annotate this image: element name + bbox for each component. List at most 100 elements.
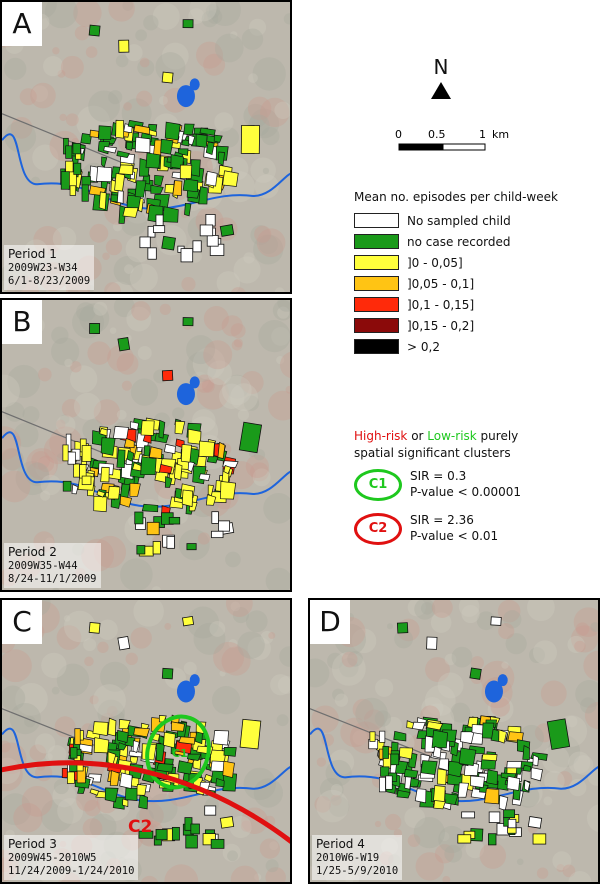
cluster-legend-title-line2: spatial significant clusters: [354, 446, 511, 460]
terrain-patch: [203, 340, 233, 370]
terrain-patch: [387, 623, 394, 630]
parcel: [67, 771, 75, 784]
parcel: [198, 186, 208, 205]
terrain-patch: [116, 352, 139, 375]
parcel: [62, 444, 69, 462]
terrain-patch: [131, 301, 151, 321]
parcel: [73, 463, 80, 478]
terrain-patch: [249, 462, 270, 482]
terrain-patch: [355, 697, 388, 731]
terrain-patch: [52, 47, 60, 55]
parcel: [154, 174, 164, 187]
terrain-patch: [516, 858, 524, 866]
parcel: [161, 369, 174, 382]
terrain-patch: [106, 705, 118, 717]
parcel: [161, 667, 174, 680]
map-panel-a: A Period 1 2009W23-W34 6/1-8/23/2009: [0, 0, 292, 294]
legend-swatch: [354, 255, 399, 270]
terrain-patch: [265, 567, 290, 590]
parcel: [125, 787, 138, 801]
parcel: [116, 150, 130, 158]
north-arrow: N: [426, 55, 456, 105]
lake: [189, 78, 200, 91]
terrain-patch: [276, 356, 285, 365]
terrain-patch: [440, 831, 450, 842]
parcel: [205, 141, 215, 156]
parcel: [369, 731, 376, 742]
terrain-patch: [274, 287, 285, 292]
terrain-patch: [404, 807, 426, 829]
legend-swatch: [354, 339, 399, 354]
parcel: [469, 667, 482, 680]
terrain-patch: [2, 448, 23, 471]
or-label: or: [407, 429, 428, 443]
terrain-patch: [250, 157, 276, 183]
terrain-patch: [414, 600, 436, 620]
terrain-patch: [207, 360, 232, 385]
terrain-patch: [540, 680, 567, 707]
parcel: [213, 134, 223, 143]
terrain-patch: [314, 795, 332, 813]
terrain-patch: [40, 490, 51, 501]
parcel: [240, 124, 261, 155]
terrain-patch: [203, 306, 229, 332]
parcel: [98, 125, 112, 141]
terrain-patch: [268, 631, 276, 640]
parcel: [210, 838, 225, 849]
parcel: [117, 635, 131, 651]
period-weeks: 2009W23-W34: [8, 262, 78, 274]
cluster-item-c2: C2 SIR = 2.36 P-value < 0.01: [354, 510, 594, 550]
terrain-patch: [37, 455, 55, 473]
cluster-sir: SIR = 0.3: [410, 469, 467, 483]
period-label-box: Period 2 2009W35-W44 8/24-11/1/2009: [4, 543, 101, 588]
terrain-patch: [84, 799, 101, 817]
parcel: [503, 809, 516, 819]
parcel: [166, 536, 175, 549]
parcel: [156, 762, 174, 773]
parcel: [89, 129, 100, 139]
parcel: [527, 816, 543, 829]
parcel: [217, 441, 226, 460]
terrain-patch: [105, 238, 123, 256]
terrain-patch: [126, 306, 152, 332]
terrain-patch: [277, 300, 290, 312]
terrain-patch: [89, 695, 99, 705]
parcel: [188, 134, 196, 146]
terrain-patch: [237, 631, 265, 659]
terrain-patch: [415, 852, 444, 881]
terrain-patch: [575, 622, 590, 636]
scale-label-0: 0: [395, 128, 402, 141]
scale-label-1: 1: [479, 128, 486, 141]
parcel: [460, 731, 475, 744]
terrain-patch: [570, 625, 598, 653]
cluster-c1-map-label: C1: [172, 747, 188, 760]
terrain-patch: [2, 685, 26, 711]
terrain-patch: [172, 407, 185, 420]
parcel: [180, 248, 194, 263]
terrain-patch: [529, 647, 546, 664]
terrain-patch: [205, 3, 221, 19]
terrain-patch: [503, 610, 522, 629]
parcel: [81, 184, 89, 202]
period-title: Period 2: [8, 545, 57, 559]
terrain-patch: [544, 770, 565, 792]
period-label-box: Period 1 2009W23-W34 6/1-8/23/2009: [4, 245, 95, 290]
terrain-patch: [56, 419, 66, 429]
terrain-patch: [209, 620, 226, 637]
terrain-patch: [93, 399, 121, 426]
terrain-patch: [74, 25, 90, 41]
period-label-box: Period 3 2009W45-2010W5 11/24/2009-1/24/…: [4, 835, 139, 880]
parcel: [93, 495, 108, 513]
parcel: [195, 133, 208, 148]
terrain-patch: [85, 46, 98, 58]
parcel: [522, 764, 532, 772]
parcel: [199, 224, 214, 237]
terrain-patch: [121, 380, 132, 391]
parcel: [530, 767, 543, 782]
terrain-patch: [505, 633, 527, 655]
terrain-patch: [122, 2, 134, 11]
terrain-patch: [89, 223, 109, 243]
parcel: [396, 789, 411, 799]
legend-label: ]0 - 0,05]: [407, 255, 463, 270]
parcel: [119, 495, 133, 508]
